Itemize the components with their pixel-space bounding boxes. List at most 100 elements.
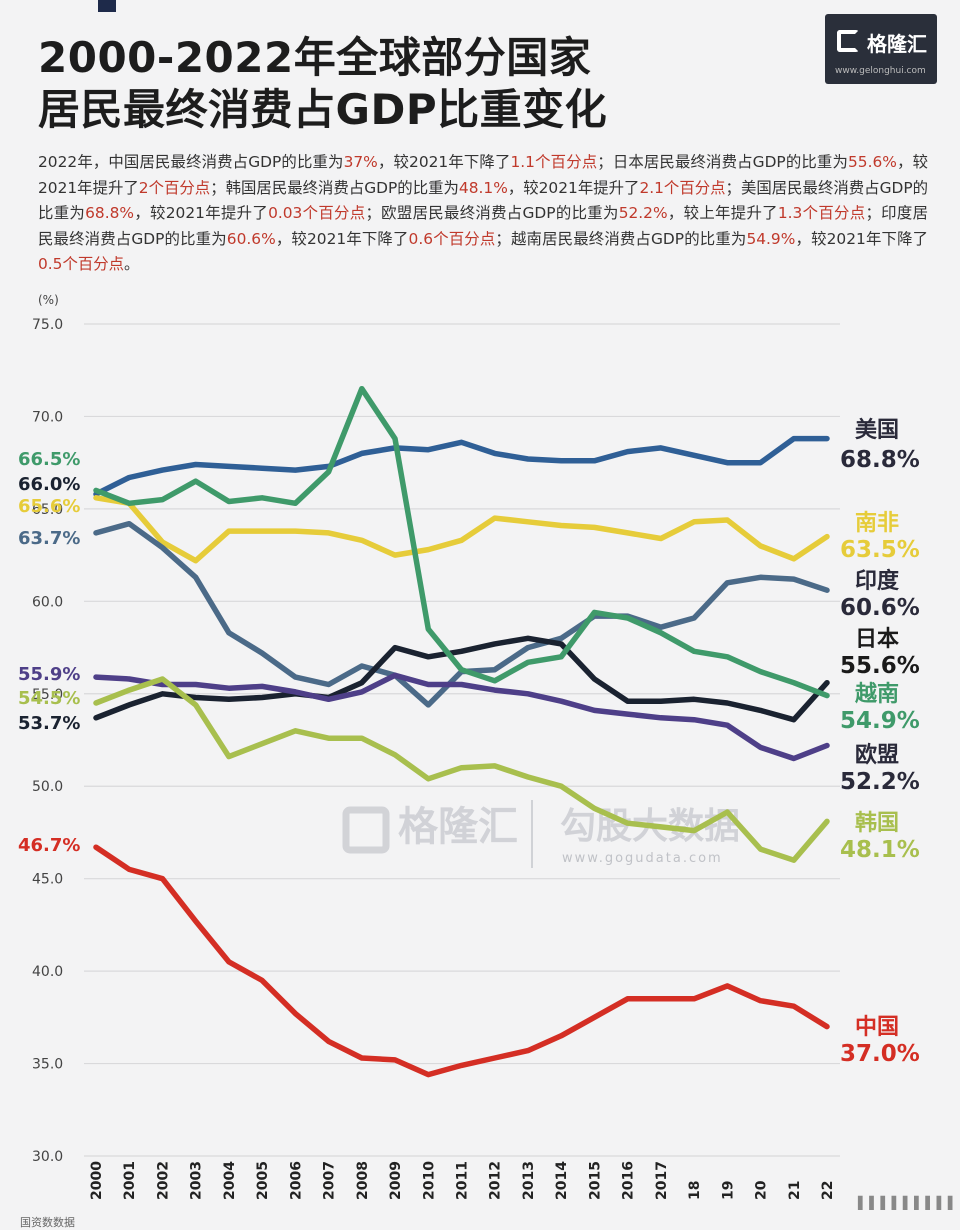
x-tick-label: 2006 [288, 1161, 304, 1200]
series-start-value: 63.7% [18, 528, 80, 549]
x-tick-label: 2012 [488, 1161, 504, 1200]
series-start-value: 66.5% [18, 449, 80, 470]
description-text: 2022年，中国居民最终消费占GDP的比重为 [38, 153, 344, 171]
x-tick-label: 22 [820, 1181, 836, 1200]
watermark-url: www.gogudata.com [562, 851, 723, 866]
logo-url: www.gelonghui.com [835, 66, 926, 76]
description-text: ；欧盟居民最终消费占GDP的比重为 [365, 204, 619, 222]
x-tick-label: 2016 [621, 1161, 637, 1200]
x-tick-label: 2015 [587, 1161, 603, 1200]
series-start-value: 66.0% [18, 474, 80, 495]
series-name-印度: 印度 [855, 568, 900, 594]
series-line-越南 [93, 385, 830, 699]
series-start-value: 46.7% [18, 835, 80, 856]
x-tick-label: 18 [687, 1181, 703, 1200]
x-tick-label: 2000 [89, 1161, 105, 1200]
highlight-value: 68.8% [85, 204, 135, 222]
x-tick-label: 19 [720, 1181, 736, 1200]
highlight-value: 37% [343, 153, 378, 171]
brand-logo: 格隆汇 www.gelonghui.com [825, 14, 937, 84]
x-tick-label: 2002 [155, 1161, 171, 1200]
y-tick-label: 70.0 [32, 409, 63, 425]
highlight-value: 0.6个百分点 [408, 229, 496, 248]
series-name-南非: 南非 [855, 511, 899, 536]
series-end-value-日本: 55.6% [840, 653, 920, 679]
highlight-value: 54.9% [746, 229, 796, 248]
top-bar-accent [98, 0, 116, 12]
highlight-value: 2.1个百分点 [639, 178, 726, 197]
logo-g-icon [837, 30, 859, 52]
y-tick-label: 35.0 [32, 1057, 63, 1073]
logo-name: 格隆汇 [867, 32, 927, 56]
chart-description: 2022年，中国居民最终消费占GDP的比重为37%，较2021年下降了1.1个百… [38, 150, 928, 278]
series-line-韩国 [93, 676, 830, 863]
x-tick-label: 20 [754, 1180, 770, 1200]
watermark-logo-icon [342, 806, 390, 854]
series-line-日本 [93, 635, 830, 723]
series-line-南非 [93, 495, 830, 564]
description-text: ，较2021年提升了 [507, 178, 640, 197]
series-line-中国 [93, 844, 830, 1078]
description-text: ；印度居民最终消费占GDP的比重为 [38, 204, 928, 248]
title-line-1: 2000-2022年全球部分国家 [38, 33, 592, 82]
series-line-欧盟 [93, 672, 830, 762]
series-name-日本: 日本 [855, 627, 899, 652]
x-tick-label: 2004 [222, 1161, 238, 1200]
description-text: 。 [124, 255, 140, 273]
description-text: ，较上年提升了 [667, 204, 778, 222]
series-end-value-欧盟: 52.2% [840, 769, 920, 795]
x-tick-label: 2013 [521, 1161, 537, 1200]
highlight-value: 1.1个百分点 [510, 153, 598, 171]
series-name-欧盟: 欧盟 [855, 742, 899, 768]
series-end-value-印度: 60.6% [840, 595, 920, 621]
highlight-value: 48.1% [458, 178, 508, 197]
x-tick-label: 2009 [388, 1161, 404, 1200]
x-tick-label: 2010 [421, 1161, 437, 1200]
description-text: ，较2021年提升了 [134, 204, 269, 222]
y-tick-label: 75.0 [32, 317, 63, 333]
highlight-value: 55.6% [848, 153, 897, 171]
x-tick-label: 21 [787, 1181, 803, 1200]
series-name-越南: 越南 [854, 682, 899, 707]
highlight-value: 60.6% [226, 229, 276, 248]
x-tick-label: 2014 [554, 1161, 570, 1200]
x-tick-label: 2001 [122, 1161, 138, 1200]
y-tick-label: 30.0 [32, 1149, 63, 1165]
series-name-美国: 美国 [855, 417, 899, 443]
description-text: ；美国居民最终消费占GDP的比重为 [38, 178, 929, 223]
y-tick-label: 55.0 [32, 687, 63, 703]
series-line-美国 [93, 435, 830, 497]
description-text: ；越南居民最终消费占GDP的比重为 [495, 229, 747, 248]
scroll-dots: ▌▌▌▌▌▌▌▌▌ [858, 1196, 960, 1210]
highlight-value: 0.5个百分点 [38, 255, 125, 273]
x-tick-label: 2005 [255, 1161, 271, 1200]
highlight-value: 2个百分点 [138, 178, 211, 197]
series-name-中国: 中国 [855, 1015, 899, 1040]
series-start-value: 65.6% [18, 496, 80, 517]
title-line-2: 居民最终消费占GDP比重变化 [38, 85, 608, 134]
series-end-value-美国: 68.8% [840, 447, 920, 473]
x-tick-label: 2011 [455, 1161, 471, 1200]
highlight-value: 0.03个百分点 [268, 204, 366, 222]
y-tick-label: 50.0 [32, 779, 63, 795]
description-text: ；韩国居民最终消费占GDP的比重为 [210, 178, 459, 197]
watermark-logo: 格隆汇 [398, 804, 518, 850]
series-end-value-南非: 63.5% [840, 537, 920, 563]
series-end-value-韩国: 48.1% [840, 837, 920, 863]
series-end-value-中国: 37.0% [840, 1041, 920, 1067]
y-axis-unit: (%) [38, 293, 59, 307]
x-tick-label: 2003 [189, 1161, 205, 1200]
description-text: ，较2021年下降了 [377, 153, 511, 171]
x-tick-label: 2017 [654, 1161, 670, 1200]
description-text: ，较2021年下降了 [275, 229, 409, 248]
series-start-value: 53.7% [18, 713, 80, 734]
series-end-value-越南: 54.9% [840, 708, 920, 734]
chart-title: 2000-2022年全球部分国家 居民最终消费占GDP比重变化 [38, 32, 607, 136]
x-tick-label: 2007 [322, 1161, 338, 1200]
y-tick-label: 65.0 [32, 502, 63, 518]
highlight-value: 52.2% [618, 204, 668, 222]
series-start-value: 54.5% [18, 688, 80, 709]
series-start-value: 55.9% [18, 664, 80, 685]
description-text: ，较2021年下降了 [795, 229, 929, 248]
